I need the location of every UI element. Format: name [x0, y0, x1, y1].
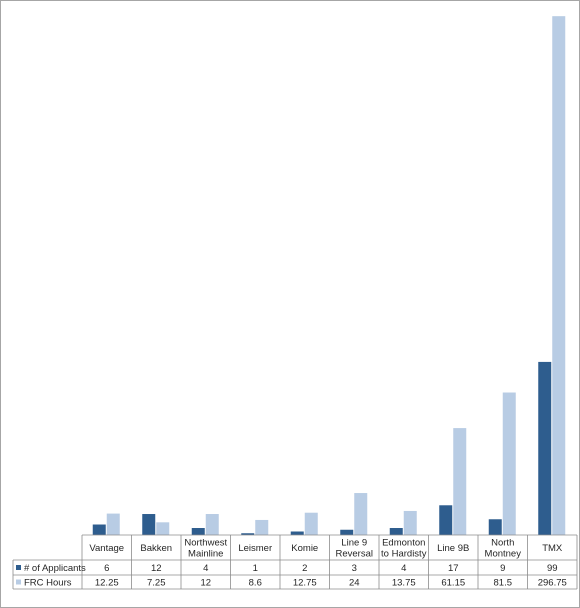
category-label-8-line-0: North	[491, 538, 514, 549]
bar-applicants-8	[488, 519, 502, 535]
value-applicants-1: 12	[151, 563, 162, 574]
value-applicants-8: 9	[500, 563, 505, 574]
legend-key-applicants	[16, 565, 21, 570]
legend-label-applicants: # of Applicants	[24, 563, 86, 574]
legend-key-frc-hours	[16, 579, 21, 585]
value-applicants-4: 2	[302, 563, 307, 574]
bar-applicants-6	[389, 528, 403, 535]
legend-label-frc-hours: FRC Hours	[24, 577, 72, 588]
value-frc-hours-0: 12.25	[95, 577, 119, 588]
value-applicants-2: 4	[203, 563, 208, 574]
bar-frc-hours-2	[205, 514, 219, 535]
category-label-7: Line 9B	[437, 543, 469, 554]
bar-applicants-4	[290, 531, 304, 535]
bar-applicants-7	[439, 505, 453, 535]
category-label-2-line-0: Northwest	[184, 538, 227, 549]
category-label-3: Leismer	[238, 543, 272, 554]
bar-applicants-2	[191, 528, 205, 535]
value-frc-hours-1: 7.25	[147, 577, 166, 588]
bar-applicants-1	[142, 514, 156, 535]
bars-layer	[92, 16, 566, 536]
value-frc-hours-9: 296.75	[538, 577, 567, 588]
bar-applicants-9	[538, 361, 552, 535]
value-frc-hours-3: 8.6	[249, 577, 262, 588]
bar-applicants-5	[340, 529, 354, 535]
category-label-5-line-1: Reversal	[336, 549, 374, 560]
value-applicants-3: 1	[253, 563, 258, 574]
category-label-0: Vantage	[89, 543, 124, 554]
category-label-1: Bakken	[140, 543, 172, 554]
bar-frc-hours-5	[354, 493, 368, 535]
bar-frc-hours-4	[304, 512, 318, 535]
value-frc-hours-2: 12	[200, 577, 211, 588]
bar-frc-hours-3	[255, 519, 269, 535]
value-applicants-9: 99	[547, 563, 558, 574]
bar-frc-hours-1	[156, 522, 170, 535]
value-applicants-6: 4	[401, 563, 406, 574]
category-label-8-line-1: Montney	[485, 549, 522, 560]
value-frc-hours-6: 13.75	[392, 577, 416, 588]
value-applicants-0: 6	[104, 563, 109, 574]
category-label-6-line-1: to Hardisty	[381, 549, 427, 560]
category-label-9: TMX	[542, 543, 563, 554]
bar-frc-hours-0	[106, 513, 120, 535]
category-label-5-line-0: Line 9	[341, 538, 367, 549]
bar-frc-hours-8	[502, 392, 516, 535]
category-label-6-line-0: Edmonton	[382, 538, 425, 549]
bar-frc-hours-6	[403, 510, 417, 535]
bar-frc-hours-7	[453, 428, 467, 535]
bar-applicants-0	[92, 524, 106, 535]
value-applicants-5: 3	[352, 563, 357, 574]
category-label-4: Komie	[291, 543, 318, 554]
value-frc-hours-8: 81.5	[494, 577, 513, 588]
bar-frc-hours-9	[552, 16, 566, 536]
value-frc-hours-5: 24	[349, 577, 360, 588]
value-applicants-7: 17	[448, 563, 459, 574]
value-frc-hours-7: 61.15	[441, 577, 465, 588]
value-frc-hours-4: 12.75	[293, 577, 317, 588]
bar-applicants-3	[241, 533, 255, 535]
category-label-2-line-1: Mainline	[188, 549, 223, 560]
